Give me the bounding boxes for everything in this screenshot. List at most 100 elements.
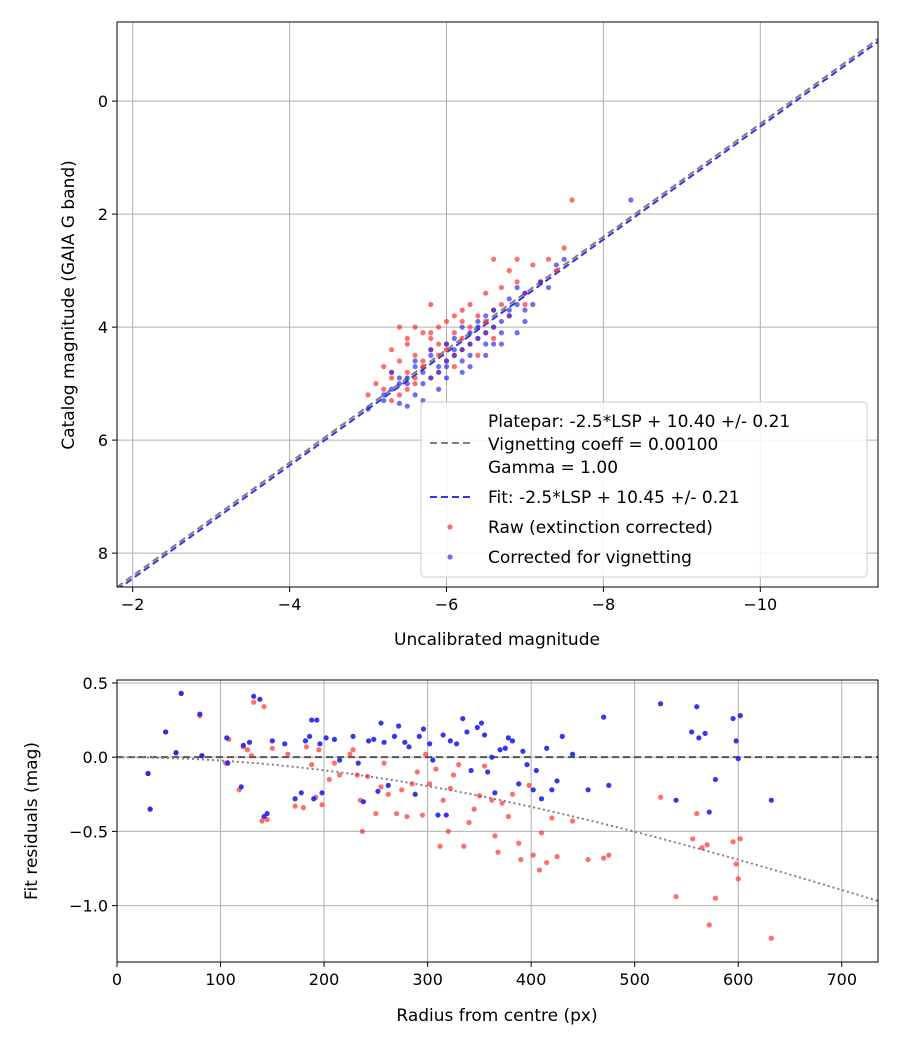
corrected-point bbox=[483, 313, 489, 319]
corrected-point bbox=[459, 369, 465, 375]
corrected-residual-point bbox=[430, 757, 436, 763]
raw-point bbox=[388, 375, 395, 381]
bottom-x-tick-label: 100 bbox=[205, 970, 236, 989]
raw-residual-point bbox=[544, 859, 550, 866]
raw-residual-point bbox=[450, 772, 457, 778]
corrected-residual-point bbox=[147, 806, 153, 812]
raw-point bbox=[436, 352, 442, 358]
top-y-tick-label: 0 bbox=[98, 92, 108, 111]
corrected-residual-point bbox=[378, 720, 384, 726]
corrected-residual-point bbox=[406, 744, 412, 750]
corrected-residual-point bbox=[509, 738, 516, 744]
corrected-residual-point bbox=[337, 757, 343, 763]
corrected-point bbox=[522, 318, 528, 325]
corrected-point bbox=[467, 341, 473, 347]
top-x-tick-label: −6 bbox=[435, 595, 459, 614]
raw-residual-point bbox=[704, 842, 710, 848]
corrected-point bbox=[396, 381, 403, 387]
raw-point bbox=[412, 375, 418, 381]
top-y-tick-label: 4 bbox=[98, 318, 108, 337]
raw-residual-point bbox=[445, 828, 451, 834]
raw-residual-point bbox=[601, 855, 607, 861]
corrected-residual-point bbox=[443, 812, 449, 818]
corrected-residual-point bbox=[516, 781, 522, 787]
corrected-residual-point bbox=[309, 717, 315, 723]
corrected-point bbox=[475, 335, 481, 341]
legend-fit-label: Fit: -2.5*LSP + 10.45 +/- 0.21 bbox=[488, 488, 740, 508]
corrected-residual-point bbox=[447, 738, 453, 744]
raw-residual-point bbox=[673, 894, 679, 900]
corrected-point bbox=[498, 330, 505, 336]
legend-corrected-marker bbox=[447, 554, 453, 560]
corrected-point bbox=[428, 352, 434, 358]
bottom-scatter-points bbox=[145, 690, 774, 941]
corrected-point bbox=[628, 197, 634, 203]
raw-point bbox=[443, 318, 450, 325]
raw-residual-point bbox=[381, 760, 387, 766]
raw-residual-point bbox=[447, 785, 453, 791]
raw-residual-point bbox=[499, 800, 505, 806]
raw-residual-point bbox=[269, 745, 275, 751]
corrected-residual-point bbox=[311, 796, 317, 802]
raw-residual-point bbox=[373, 810, 379, 817]
corrected-residual-point bbox=[355, 760, 361, 766]
corrected-point bbox=[388, 369, 395, 375]
raw-residual-point bbox=[526, 782, 532, 788]
raw-point bbox=[498, 301, 505, 308]
top-y-tick-label: 2 bbox=[98, 205, 108, 224]
top-y-tick-label: 6 bbox=[98, 431, 108, 450]
corrected-point bbox=[451, 335, 457, 341]
top-x-axis-label: Uncalibrated magnitude bbox=[394, 630, 600, 650]
corrected-point bbox=[522, 290, 528, 296]
bottom-x-tick-label: 600 bbox=[723, 970, 754, 989]
raw-point bbox=[381, 386, 387, 392]
raw-point bbox=[467, 324, 473, 330]
corrected-residual-point bbox=[657, 701, 664, 707]
bottom-y-axis-label: Fit residuals (mag) bbox=[22, 742, 42, 900]
raw-point bbox=[514, 256, 520, 262]
corrected-residual-point bbox=[385, 782, 391, 788]
legend-platepar-line3: Gamma = 1.00 bbox=[488, 458, 618, 478]
raw-residual-point bbox=[427, 781, 433, 787]
corrected-residual-point bbox=[460, 715, 466, 722]
raw-residual-point bbox=[554, 854, 560, 860]
raw-point bbox=[475, 352, 481, 358]
corrected-residual-point bbox=[282, 741, 288, 747]
corrected-residual-point bbox=[735, 756, 741, 762]
raw-residual-point bbox=[419, 812, 426, 818]
raw-point bbox=[396, 324, 403, 330]
corrected-point bbox=[522, 307, 528, 313]
raw-residual-point bbox=[461, 843, 467, 849]
corrected-point bbox=[514, 284, 520, 291]
fit-line bbox=[119, 40, 878, 587]
corrected-point bbox=[404, 403, 410, 409]
raw-residual-point bbox=[399, 787, 405, 793]
corrected-point bbox=[388, 386, 395, 392]
raw-residual-point bbox=[737, 836, 743, 842]
corrected-point bbox=[412, 358, 418, 364]
raw-residual-point bbox=[409, 781, 415, 787]
corrected-point bbox=[443, 375, 450, 381]
raw-residual-point bbox=[359, 828, 365, 834]
corrected-residual-point bbox=[673, 797, 679, 803]
raw-residual-point bbox=[244, 747, 251, 753]
corrected-point bbox=[381, 392, 387, 398]
raw-point bbox=[412, 352, 418, 358]
raw-residual-point bbox=[606, 852, 612, 858]
corrected-residual-point bbox=[492, 790, 498, 796]
raw-residual-point bbox=[433, 766, 439, 772]
raw-residual-point bbox=[505, 813, 511, 820]
raw-residual-point bbox=[285, 751, 291, 757]
corrected-residual-point bbox=[733, 738, 739, 744]
corrected-point bbox=[451, 352, 457, 358]
raw-point bbox=[490, 335, 497, 341]
raw-residual-point bbox=[538, 830, 545, 836]
raw-residual-point bbox=[768, 935, 774, 941]
corrected-residual-point bbox=[454, 741, 460, 747]
corrected-residual-point bbox=[737, 713, 743, 719]
raw-residual-point bbox=[489, 797, 495, 803]
raw-point bbox=[467, 301, 473, 308]
raw-residual-point bbox=[481, 763, 488, 769]
raw-residual-point bbox=[495, 849, 501, 855]
